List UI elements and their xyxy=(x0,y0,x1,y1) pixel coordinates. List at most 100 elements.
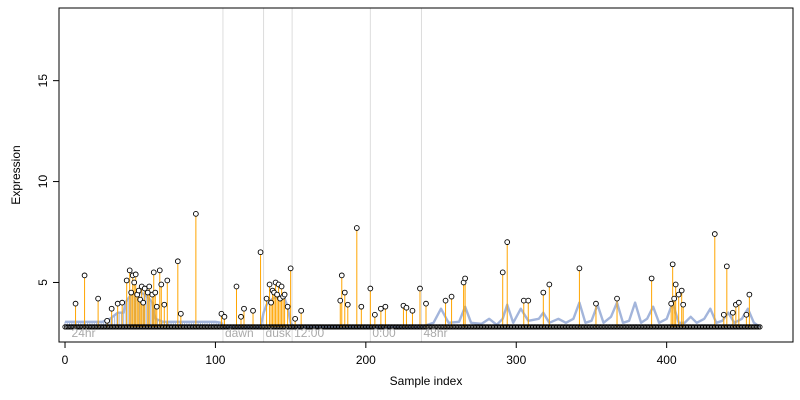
x-tick-label: 300 xyxy=(506,353,526,367)
data-point xyxy=(723,263,730,270)
section-label: dusk xyxy=(266,326,292,340)
data-point xyxy=(274,291,280,298)
data-point xyxy=(338,272,345,279)
data-point xyxy=(540,289,547,296)
data-point xyxy=(278,283,285,290)
data-point xyxy=(123,277,130,284)
data-point xyxy=(164,277,171,284)
x-tick-label: 400 xyxy=(657,353,677,367)
data-point xyxy=(161,301,168,308)
section-label: dawn xyxy=(225,326,254,340)
data-point xyxy=(257,249,264,256)
y-axis-title: Expression xyxy=(9,145,23,204)
data-point xyxy=(382,303,389,310)
data-point xyxy=(546,281,553,288)
data-point xyxy=(344,301,351,308)
data-point xyxy=(672,281,679,288)
y-tick-label: 5 xyxy=(36,279,50,286)
data-point xyxy=(221,313,228,320)
data-point xyxy=(177,310,184,317)
data-point xyxy=(81,272,88,279)
data-point xyxy=(423,300,429,307)
data-point xyxy=(378,305,384,312)
data-point xyxy=(668,300,675,307)
data-point xyxy=(462,275,468,282)
baseline-point xyxy=(754,324,760,330)
x-tick-label: 0 xyxy=(62,353,69,367)
data-point xyxy=(150,269,157,276)
data-point xyxy=(367,285,374,292)
data-point xyxy=(576,265,583,272)
data-point xyxy=(144,289,151,296)
data-point xyxy=(174,258,181,265)
section-separators xyxy=(222,8,422,342)
data-point xyxy=(720,311,727,318)
data-point xyxy=(736,299,742,306)
section-label: 48hr xyxy=(423,326,447,340)
data-point xyxy=(448,293,455,300)
data-point xyxy=(337,297,344,304)
data-point xyxy=(281,291,288,298)
data-point xyxy=(372,311,378,318)
data-point xyxy=(114,300,121,307)
data-point xyxy=(119,299,126,306)
data-point xyxy=(671,295,678,302)
data-point xyxy=(298,307,305,314)
baseline-point xyxy=(755,324,762,330)
y-axis: 5 10 15 xyxy=(36,74,59,286)
baseline-point xyxy=(757,324,763,330)
y-tick-label: 15 xyxy=(36,74,50,88)
section-label: 0:00 xyxy=(372,326,396,340)
data-point xyxy=(499,269,506,276)
data-point xyxy=(680,301,687,308)
data-point xyxy=(669,261,676,268)
data-point xyxy=(132,271,139,278)
data-point xyxy=(146,283,153,290)
data-point xyxy=(292,315,298,322)
data-point xyxy=(353,225,360,231)
data-point xyxy=(193,210,199,217)
data-point xyxy=(156,267,163,274)
data-point xyxy=(128,289,135,296)
data-point xyxy=(108,305,115,312)
data-point xyxy=(287,265,294,272)
data-point xyxy=(743,311,750,318)
data-point xyxy=(341,289,348,296)
data-point xyxy=(158,281,165,288)
data-point xyxy=(135,287,142,294)
data-point xyxy=(233,283,240,290)
x-tick-label: 200 xyxy=(356,353,376,367)
data-point xyxy=(241,305,247,312)
data-point xyxy=(593,300,599,307)
data-point xyxy=(140,299,147,306)
data-point xyxy=(358,303,365,310)
data-point xyxy=(238,313,244,320)
data-point xyxy=(153,303,160,310)
data-point xyxy=(268,299,274,306)
data-point xyxy=(131,279,138,286)
data-point xyxy=(409,307,416,314)
data-point xyxy=(417,285,423,292)
x-axis-title: Sample index xyxy=(390,374,463,388)
data-point xyxy=(152,289,159,296)
data-point xyxy=(266,281,273,288)
section-label: 12:00 xyxy=(294,326,324,340)
data-point xyxy=(614,295,620,302)
data-point xyxy=(126,267,133,274)
data-point xyxy=(104,317,110,324)
baseline-points xyxy=(62,324,763,330)
data-point xyxy=(250,307,256,314)
data-point xyxy=(678,287,685,294)
y-tick-label: 10 xyxy=(36,175,50,189)
data-point xyxy=(72,300,79,307)
data-point xyxy=(675,291,682,298)
data-point xyxy=(141,285,148,292)
data-point xyxy=(403,304,410,311)
section-label: 24hr xyxy=(72,326,96,340)
data-point xyxy=(746,291,753,298)
x-axis: 0 100 200 300 400 xyxy=(62,341,677,367)
data-point xyxy=(284,303,291,310)
data-point xyxy=(729,309,736,316)
x-tick-label: 100 xyxy=(205,353,225,367)
